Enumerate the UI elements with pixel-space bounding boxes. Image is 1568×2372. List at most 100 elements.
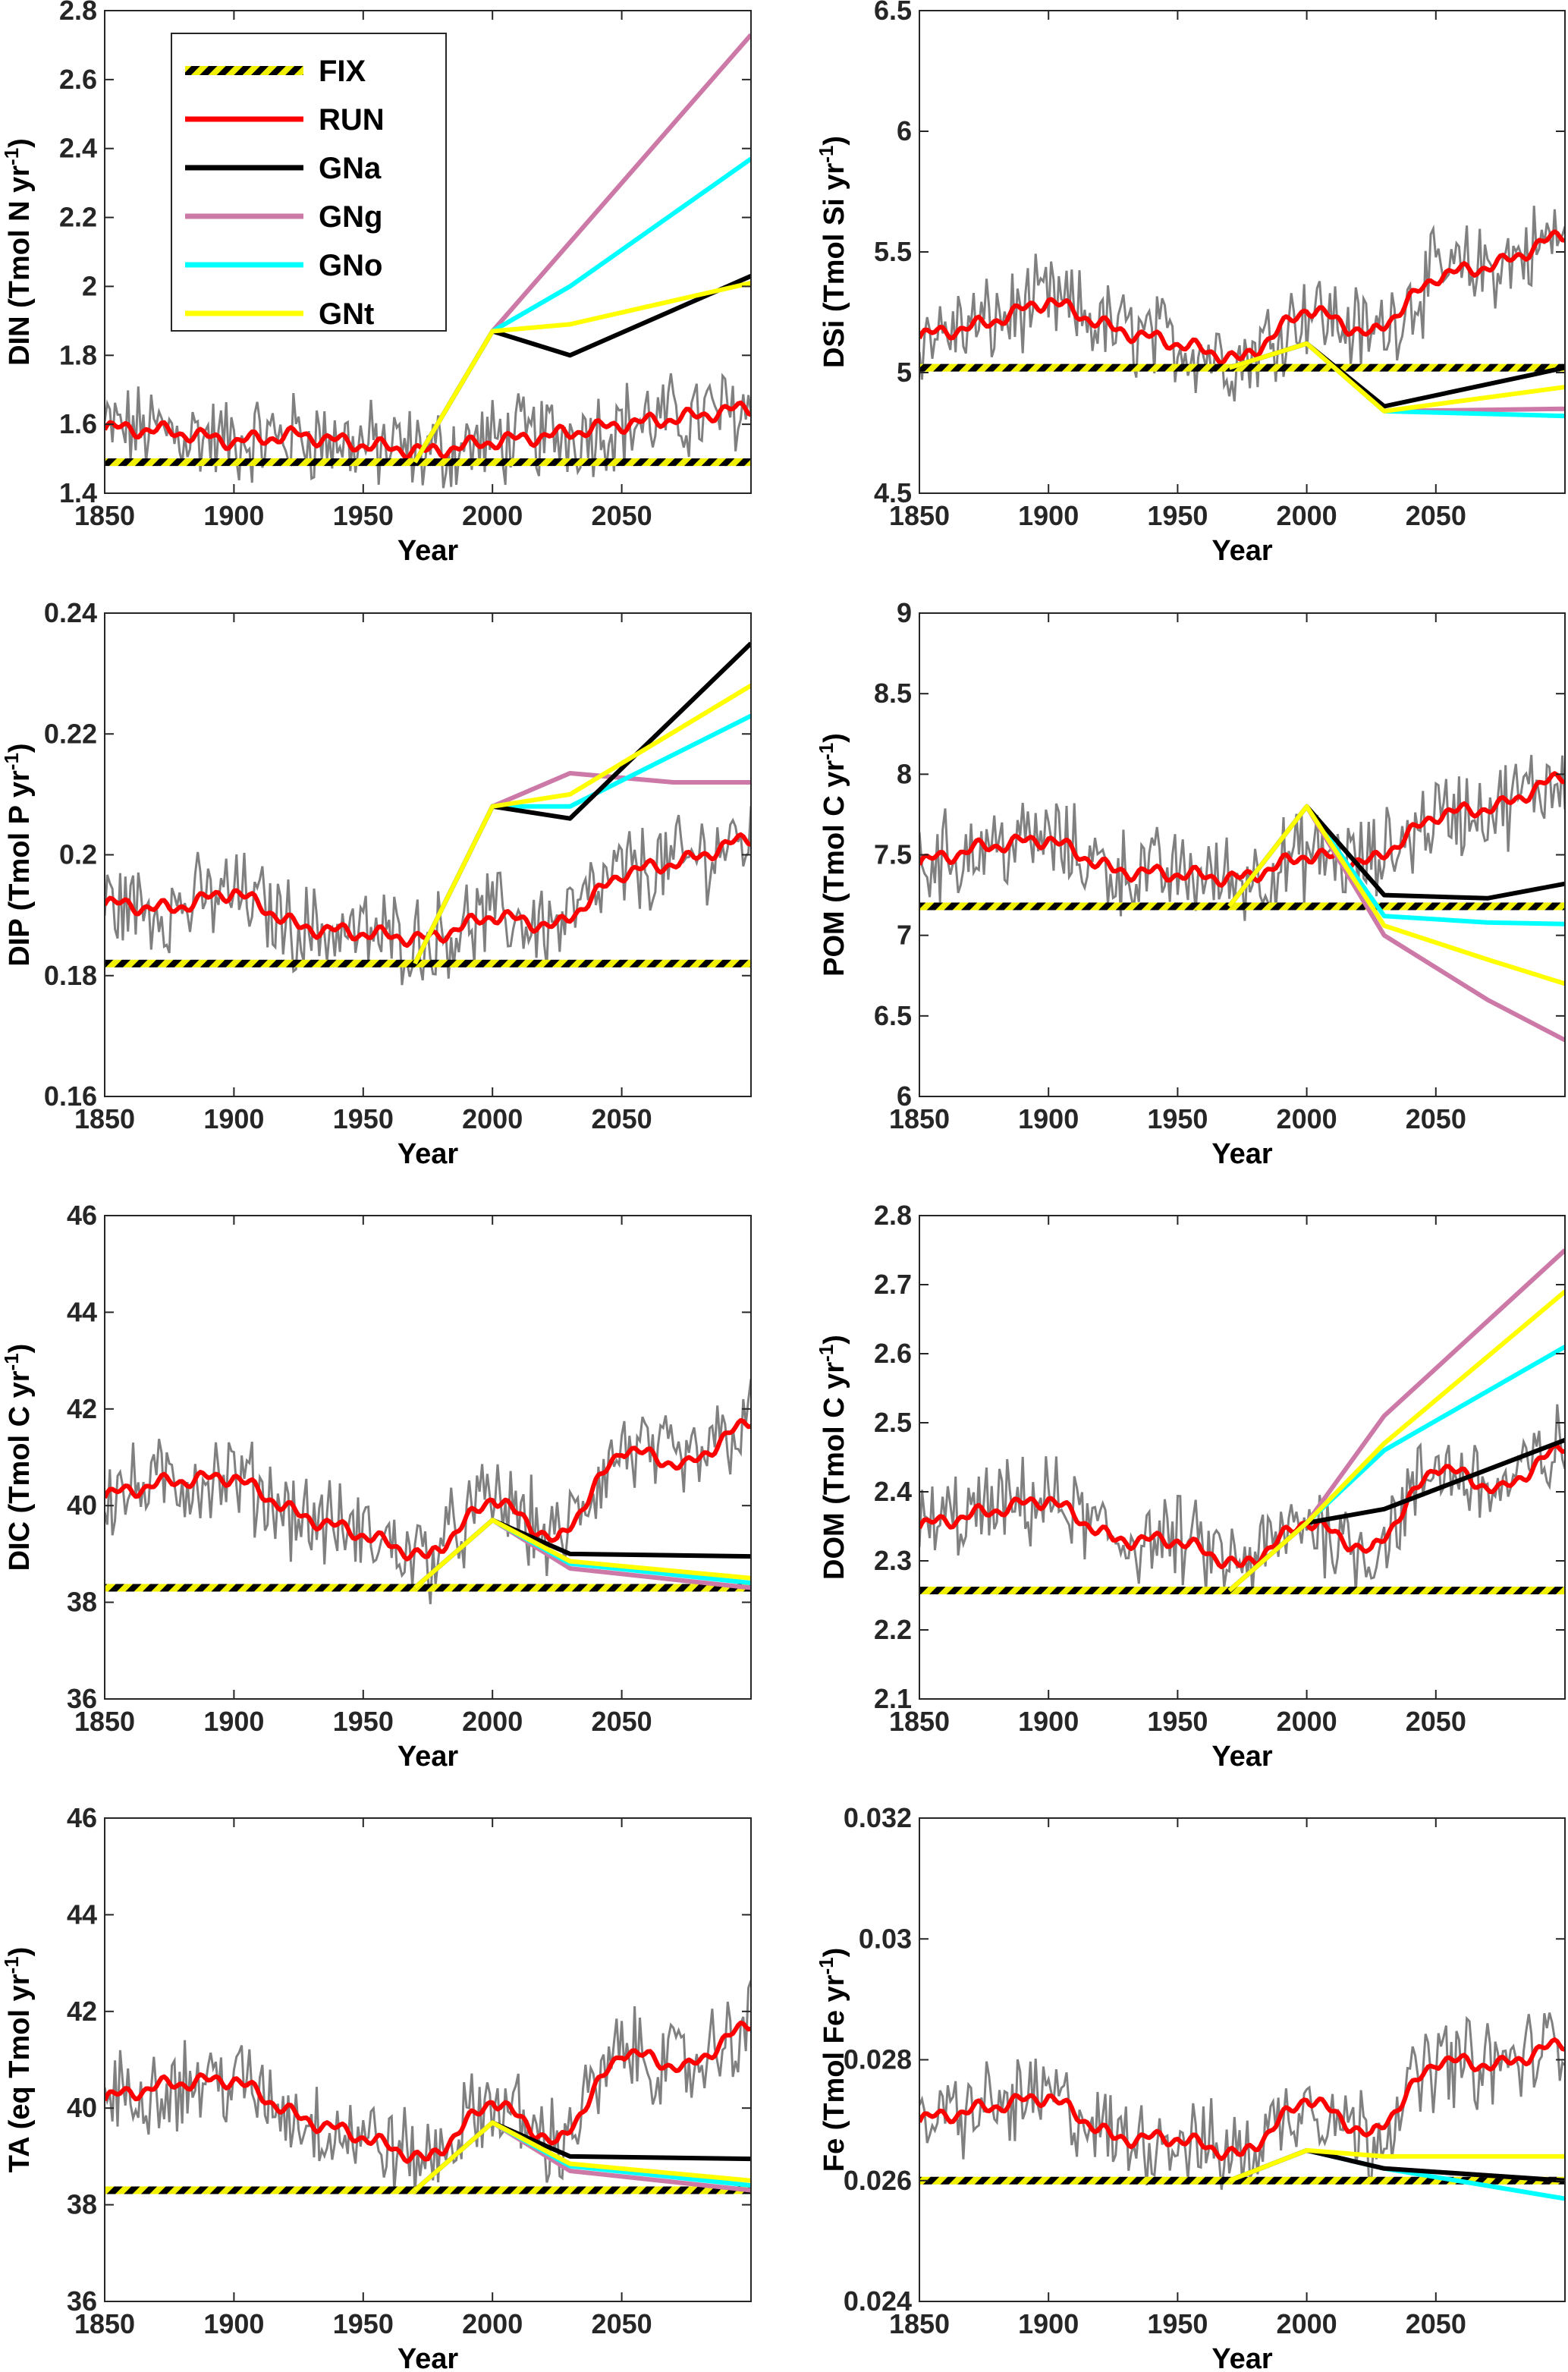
y-tick-label: 6.5 <box>874 1000 912 1031</box>
x-axis-label: Year <box>1211 1741 1273 1773</box>
y-tick-label: 36 <box>67 2285 97 2317</box>
y-tick-label: 38 <box>67 1587 97 1618</box>
y-tick-label: 2.8 <box>59 0 97 26</box>
y-tick-label: 2.4 <box>874 1476 912 1507</box>
x-tick-label: 2050 <box>592 1706 652 1737</box>
legend-label-gno: GNo <box>319 249 382 282</box>
legend-label-fix: FIX <box>319 55 366 88</box>
series-fix <box>105 1584 751 1592</box>
plot-area <box>919 1248 1565 1595</box>
series-gng <box>413 33 751 464</box>
series-gnt <box>413 280 751 464</box>
plot-area <box>919 206 1565 419</box>
series-run <box>919 2037 1565 2161</box>
x-axis-label: Year <box>397 1138 459 1170</box>
y-axis-label: DIC (Tmol C yr-1) <box>0 1344 36 1571</box>
y-tick-label: 5.5 <box>874 236 912 267</box>
x-tick-label: 1850 <box>74 1706 135 1737</box>
plot-area <box>919 754 1565 1043</box>
legend-label-gnt: GNt <box>319 297 374 331</box>
series-gnt <box>1227 1289 1565 1593</box>
y-tick-label: 42 <box>67 1996 97 2027</box>
y-tick-label: 1.6 <box>59 408 97 439</box>
y-axis-label: Fe (Tmol Fe yr-1) <box>815 1948 850 2172</box>
panel-ta: 1850 1900 1950 2000 2050 36 38 40 42 44 46 Year TA (… <box>0 1802 752 2372</box>
plot-area <box>919 2012 1565 2201</box>
x-tick-label: 1900 <box>203 1103 264 1134</box>
series-gnt <box>1228 2147 1565 2183</box>
x-tick-label: 2050 <box>1406 1706 1466 1737</box>
y-tick-label: 0.032 <box>844 1802 912 1833</box>
legend-swatch-fix <box>185 66 303 75</box>
x-tick-label: 2050 <box>1406 1103 1466 1134</box>
y-tick-label: 2 <box>82 270 97 301</box>
axes-box <box>104 1215 752 1700</box>
series-fix <box>105 2186 751 2194</box>
x-tick-label: 1950 <box>333 1706 394 1737</box>
plot-area <box>105 1980 751 2194</box>
panel-dip: 1850 1900 1950 2000 2050 0.16 0.18 0.2 0.22 0.24 Y… <box>0 597 752 1170</box>
panel-fe: 1850 1900 1950 2000 2050 0.024 0.026 0.028 0.03 0… <box>815 1802 1566 2372</box>
series-gnt <box>413 1518 751 1590</box>
x-axis-label: Year <box>1211 535 1273 567</box>
y-tick-label: 0.03 <box>859 1923 912 1954</box>
y-tick-label: 8 <box>897 758 912 789</box>
x-tick-label: 2000 <box>462 1103 523 1134</box>
x-tick-label: 1900 <box>1018 2308 1079 2339</box>
series-gnt <box>413 683 751 965</box>
x-tick-label: 1900 <box>1018 1706 1079 1737</box>
legend-label-gna: GNa <box>319 152 382 185</box>
x-tick-label: 2050 <box>1406 2308 1466 2339</box>
series-gna <box>413 641 751 965</box>
x-tick-label: 1900 <box>203 2308 264 2339</box>
x-tick-label: 1850 <box>74 1103 135 1134</box>
y-tick-label: 4.5 <box>874 477 912 508</box>
x-tick-label: 1900 <box>1018 1103 1079 1134</box>
y-axis-label: TA (eq Tmol yr-1) <box>0 1947 36 2173</box>
y-axis-label: DSi (Tmol Si yr-1) <box>815 136 850 368</box>
x-axis-label: Year <box>397 535 459 567</box>
y-tick-label: 2.1 <box>874 1683 912 1714</box>
y-tick-label: 7.5 <box>874 839 912 870</box>
y-tick-label: 6 <box>897 1081 912 1112</box>
x-tick-label: 1850 <box>889 1103 950 1134</box>
y-tick-label: 46 <box>67 1802 97 1833</box>
y-axis-label: DIN (Tmol N yr-1) <box>0 138 36 366</box>
legend: FIX RUN GNa GNg GNo GNt <box>171 33 447 332</box>
series-fix <box>105 458 751 467</box>
y-tick-label: 44 <box>67 1899 97 1930</box>
y-tick-label: 2.2 <box>59 202 97 233</box>
panel-dom: 1850 1900 1950 2000 2050 2.1 2.2 2.3 2.4 2.5 2.6 2.… <box>815 1200 1566 1773</box>
y-tick-label: 2.5 <box>874 1407 912 1438</box>
annual-variability-line <box>919 206 1565 402</box>
panel-pom: 1850 1900 1950 2000 2050 6 6.5 7 7.5 8 8.5 9 Year POM… <box>815 597 1566 1170</box>
y-tick-label: 5 <box>897 357 912 388</box>
x-tick-label: 2050 <box>592 1103 652 1134</box>
x-tick-label: 1950 <box>1147 2308 1208 2339</box>
x-tick-label: 1850 <box>889 2308 950 2339</box>
series-run <box>919 1442 1565 1570</box>
annual-variability-line <box>105 806 751 986</box>
plot-area <box>105 641 751 986</box>
y-tick-label: 0.026 <box>844 2165 912 2196</box>
x-tick-label: 1950 <box>1147 1706 1208 1737</box>
series-run <box>919 229 1565 366</box>
y-tick-label: 2.2 <box>874 1614 912 1645</box>
y-tick-label: 8.5 <box>874 678 912 709</box>
y-axis-label: DOM (Tmol C yr-1) <box>815 1335 850 1580</box>
panel-dsi: 1850 1900 1950 2000 2050 4.5 5 5.5 6 6.5 Year DSi (… <box>815 0 1566 567</box>
y-tick-label: 1.8 <box>59 339 97 370</box>
series-fix <box>919 1587 1565 1595</box>
y-tick-label: 7 <box>897 920 912 951</box>
y-tick-label: 0.22 <box>44 718 97 749</box>
x-axis-label: Year <box>1211 2343 1273 2372</box>
series-run <box>919 771 1565 888</box>
x-tick-label: 1850 <box>889 500 950 531</box>
y-tick-label: 0.024 <box>844 2285 912 2317</box>
annual-variability-line <box>919 754 1565 921</box>
x-axis-label: Year <box>1211 1138 1273 1170</box>
y-tick-label: 6 <box>897 115 912 146</box>
x-tick-label: 2000 <box>1277 2308 1337 2339</box>
x-tick-label: 2000 <box>1277 1706 1337 1737</box>
